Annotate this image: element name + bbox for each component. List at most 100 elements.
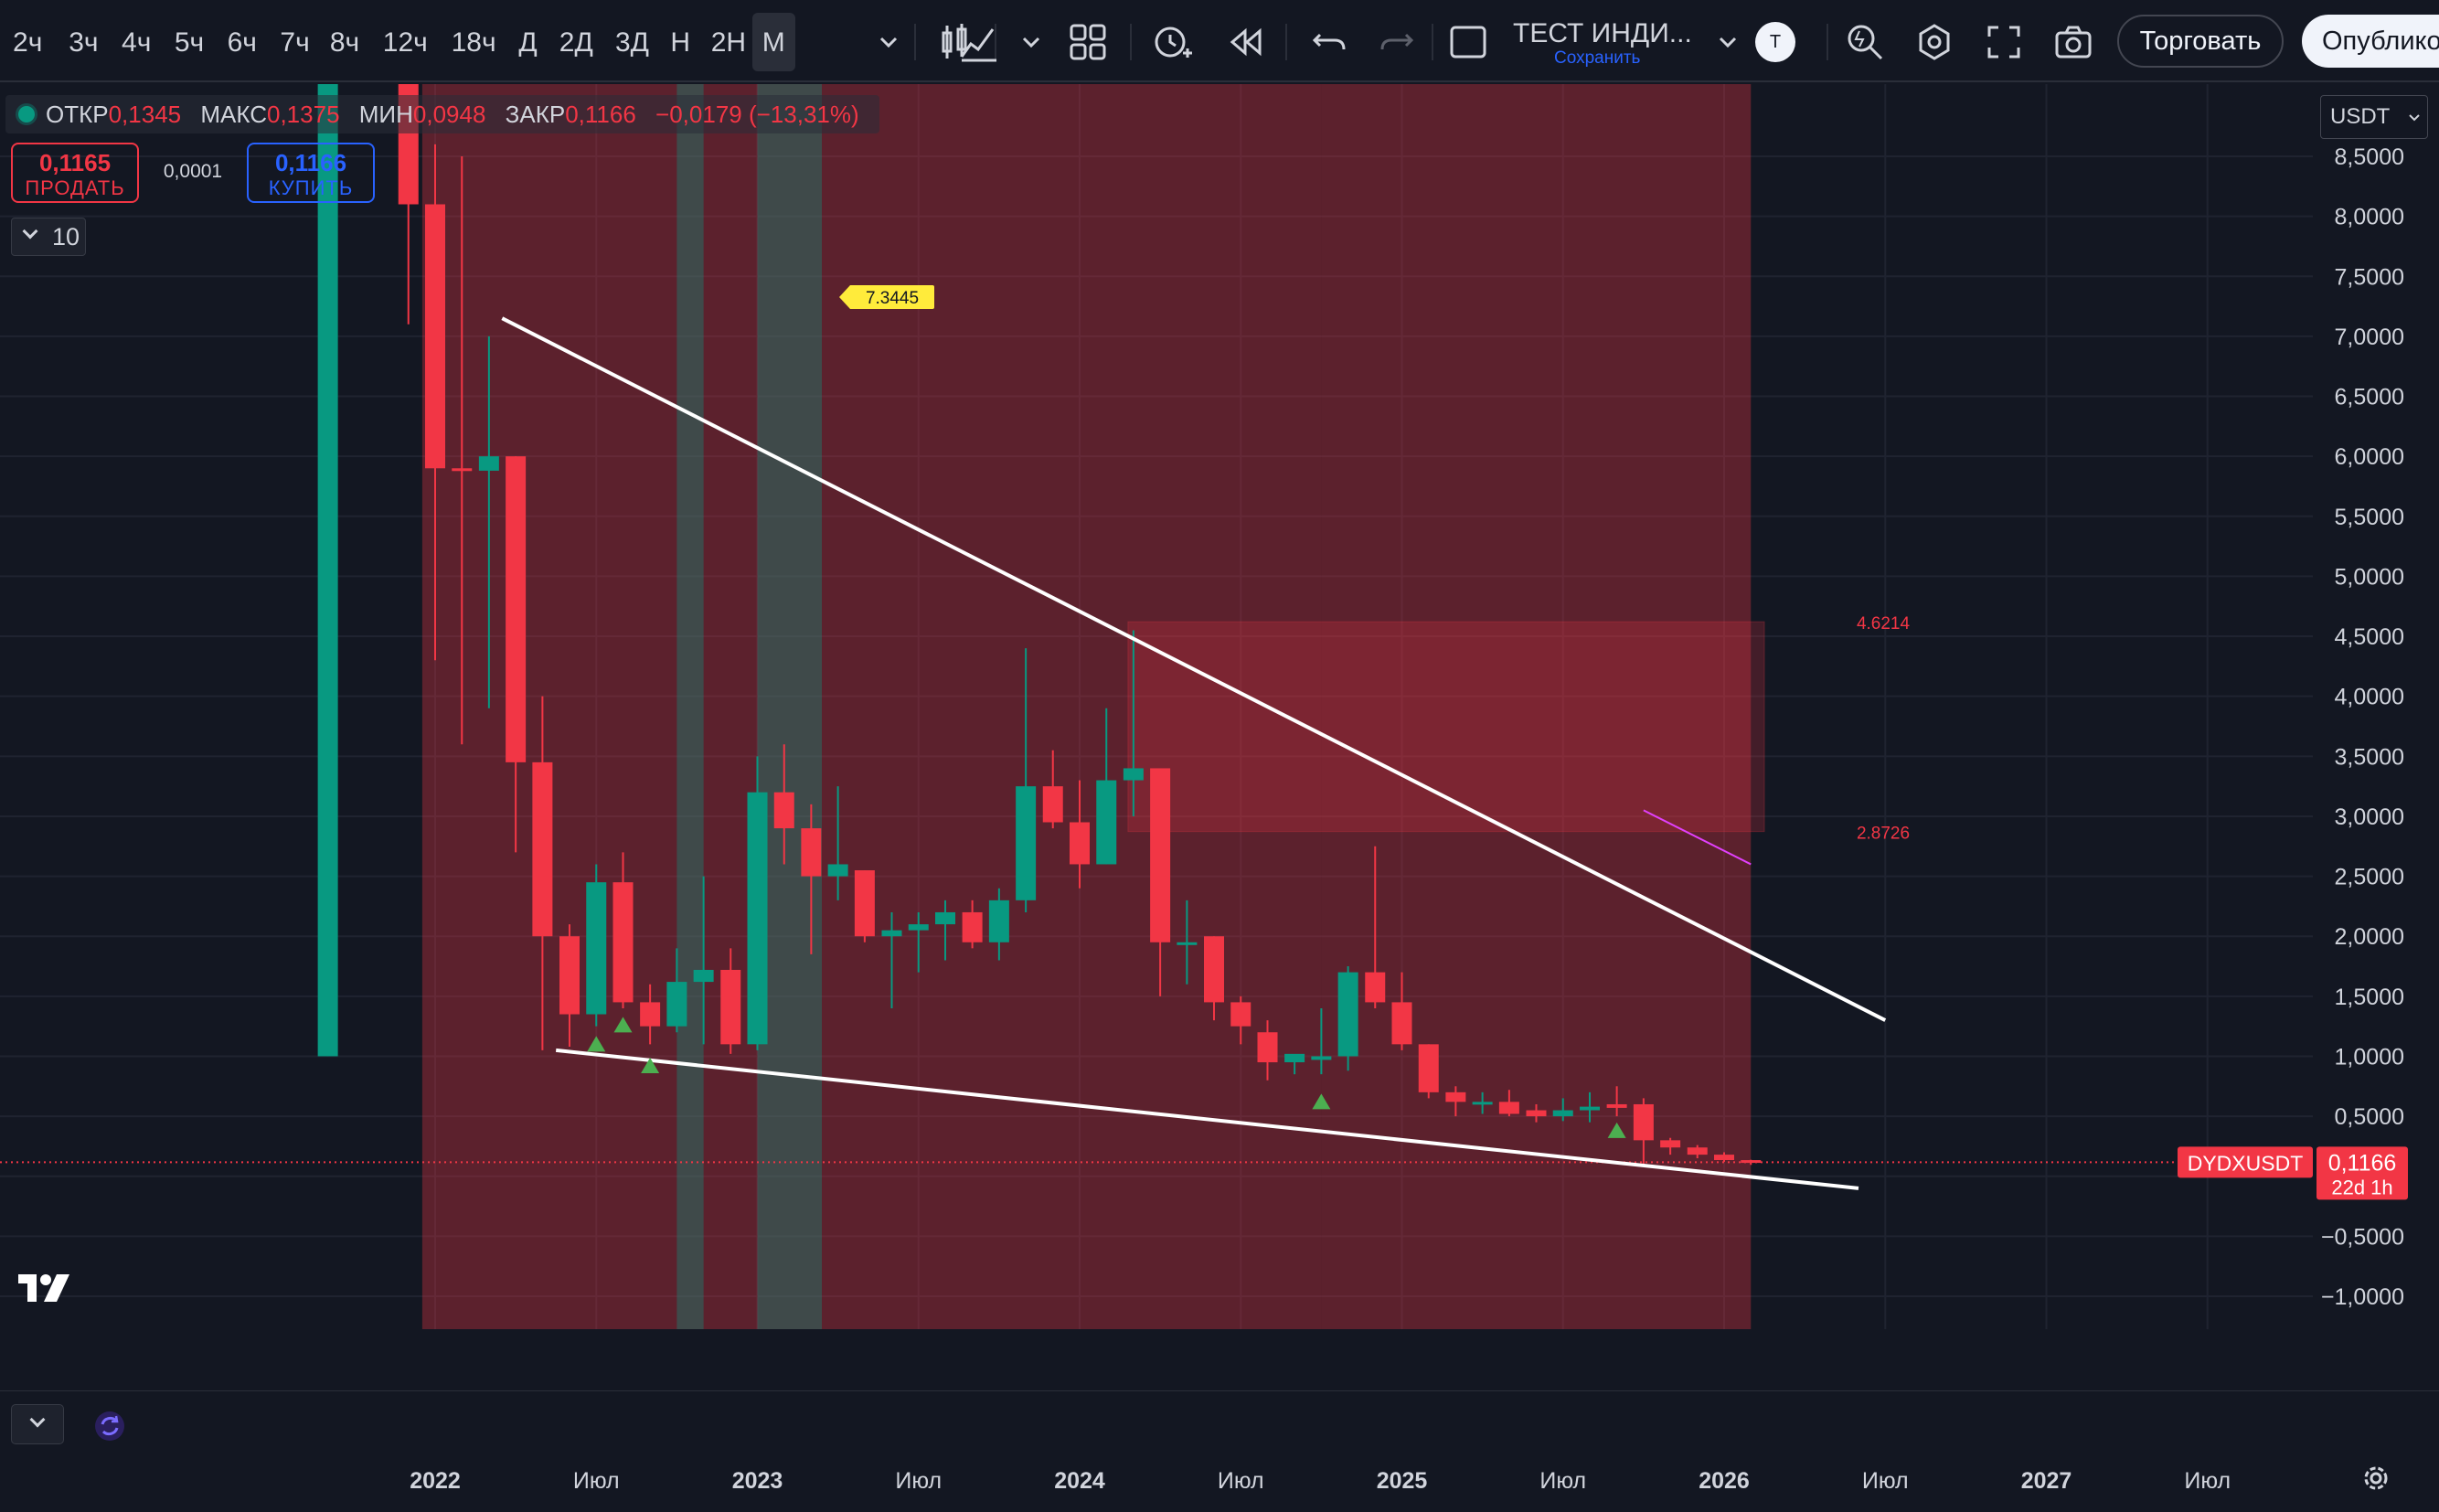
price-tick-label: 7,0000 xyxy=(2335,325,2404,350)
candle xyxy=(1714,1152,1734,1162)
indicators-collapse-button[interactable]: 10 xyxy=(11,218,86,256)
candle-body xyxy=(908,924,929,931)
publish-button[interactable]: Опубликовать xyxy=(2302,15,2439,68)
highlight-ranges xyxy=(421,84,1752,1329)
avatar[interactable]: T xyxy=(1755,22,1795,62)
toolbar-separator xyxy=(1130,24,1132,60)
time-tick-label: Июл xyxy=(1539,1468,1586,1494)
buy-signal-marker xyxy=(613,1017,633,1033)
time-tick-label: Июл xyxy=(1862,1468,1909,1494)
candle-body xyxy=(720,969,741,1045)
price-tick-label: 5,0000 xyxy=(2335,564,2404,590)
chevron-down-icon xyxy=(29,1411,46,1428)
candle xyxy=(1016,648,1037,912)
layout-frame-icon[interactable] xyxy=(1446,20,1490,64)
candle xyxy=(1498,1090,1519,1117)
timeframe-2Д[interactable]: 2Д xyxy=(559,27,593,58)
candle xyxy=(1311,1007,1332,1075)
timeframe-6ч[interactable]: 6ч xyxy=(227,27,257,58)
candle xyxy=(1606,1086,1627,1117)
candle-body xyxy=(1633,1103,1654,1141)
price-tick-label: 3,0000 xyxy=(2335,804,2404,830)
settings-gear-icon[interactable] xyxy=(1912,20,1956,64)
sync-icon[interactable] xyxy=(91,1408,128,1444)
indicators-dropdown-icon[interactable] xyxy=(1009,20,1053,64)
timeframe-3Д[interactable]: 3Д xyxy=(614,27,649,58)
trendlines xyxy=(501,316,1887,1190)
buy-signal-marker xyxy=(641,1057,660,1073)
price-tick-label: 8,0000 xyxy=(2335,205,2404,230)
zone-top-label: 4.6214 xyxy=(1857,614,1911,634)
layout-save-link[interactable]: Сохранить xyxy=(1554,48,1641,68)
timeframe-2ч[interactable]: 2ч xyxy=(13,27,43,58)
fullscreen-icon[interactable] xyxy=(1982,20,2026,64)
candle-body xyxy=(1284,1053,1305,1063)
candle xyxy=(773,744,794,865)
layout-dropdown-icon[interactable] xyxy=(1706,20,1750,64)
candle xyxy=(1472,1091,1493,1114)
candle xyxy=(1337,966,1358,1071)
alert-clock-icon[interactable] xyxy=(1150,20,1194,64)
price-chart[interactable]: 4.6214 2.8726 7.3445 8,5000 8,0000 7,5000 7,… xyxy=(0,84,2439,1510)
candle xyxy=(1257,1020,1278,1081)
quick-search-icon[interactable] xyxy=(1843,20,1887,64)
sell-label: ПРОДАТЬ xyxy=(25,176,125,199)
currency-select[interactable]: USDT xyxy=(2320,95,2428,139)
timeframe-7ч[interactable]: 7ч xyxy=(280,27,310,58)
candle xyxy=(559,924,580,1047)
candle-body xyxy=(506,456,527,762)
buy-signal-marker xyxy=(1607,1122,1626,1138)
candle-body xyxy=(1070,822,1090,865)
timeframe-4ч[interactable]: 4ч xyxy=(122,27,152,58)
price-tick-label: 3,5000 xyxy=(2335,744,2404,770)
candle xyxy=(1552,1098,1573,1122)
timeframe-dropdown-icon[interactable] xyxy=(867,20,911,64)
candle-body xyxy=(881,930,902,937)
candle xyxy=(506,456,527,853)
replay-rewind-icon[interactable] xyxy=(1223,20,1267,64)
timeframe-Д[interactable]: Д xyxy=(518,27,538,58)
timeframe-М[interactable]: М xyxy=(751,13,795,71)
zone-rect xyxy=(1127,621,1765,833)
time-tick-label: 2026 xyxy=(1699,1468,1750,1494)
timeframe-8ч[interactable]: 8ч xyxy=(329,27,360,58)
candle xyxy=(801,804,822,954)
candle-body xyxy=(747,792,768,1045)
layouts-grid-icon[interactable] xyxy=(1066,20,1110,64)
layout-title[interactable]: ТЕСТ ИНДИ... xyxy=(1513,18,1692,48)
candle xyxy=(317,84,338,1057)
timeframe-5ч[interactable]: 5ч xyxy=(174,27,205,58)
candle-body xyxy=(666,982,687,1027)
candle xyxy=(988,888,1009,961)
timeframe-Н[interactable]: Н xyxy=(670,27,691,58)
timeframe-18ч[interactable]: 18ч xyxy=(451,27,496,58)
last-price-value: 0,1166 xyxy=(2328,1150,2397,1176)
candle xyxy=(1096,708,1117,865)
bottom-panel-toggle[interactable] xyxy=(11,1404,64,1444)
trade-button[interactable]: Торговать xyxy=(2117,15,2284,68)
candle-body xyxy=(1203,936,1224,1003)
price-tick-label: 0,5000 xyxy=(2335,1104,2404,1130)
candle xyxy=(452,156,473,745)
indicators-icon[interactable] xyxy=(956,20,1000,64)
candlestick-chart-type-icon[interactable] xyxy=(932,20,976,64)
symbol-tag-bg xyxy=(2178,1146,2313,1178)
candle xyxy=(478,335,499,708)
zone-bottom-label: 2.8726 xyxy=(1857,825,1910,844)
axis-settings-gear-icon[interactable] xyxy=(2360,1463,2391,1494)
callout-label: 7.3445 xyxy=(866,289,919,308)
timeframe-12ч[interactable]: 12ч xyxy=(382,27,428,58)
timeframe-2Н[interactable]: 2Н xyxy=(710,27,747,58)
time-tick-label: 2023 xyxy=(732,1468,783,1494)
screenshot-camera-icon[interactable] xyxy=(2051,20,2095,64)
undo-icon[interactable] xyxy=(1307,20,1351,64)
sell-button[interactable]: 0,1165 ПРОДАТЬ xyxy=(11,143,139,203)
candle-body xyxy=(1472,1102,1493,1105)
change-value: −0,0179 (−13,31%) xyxy=(655,101,859,128)
timeframe-3ч[interactable]: 3ч xyxy=(69,27,99,58)
price-tick-label: −0,5000 xyxy=(2321,1224,2404,1250)
candle xyxy=(935,900,956,961)
price-tick-label: 2,0000 xyxy=(2335,924,2404,950)
candle-body xyxy=(1687,1147,1708,1155)
buy-button[interactable]: 0,1166 КУПИТЬ xyxy=(247,143,375,203)
